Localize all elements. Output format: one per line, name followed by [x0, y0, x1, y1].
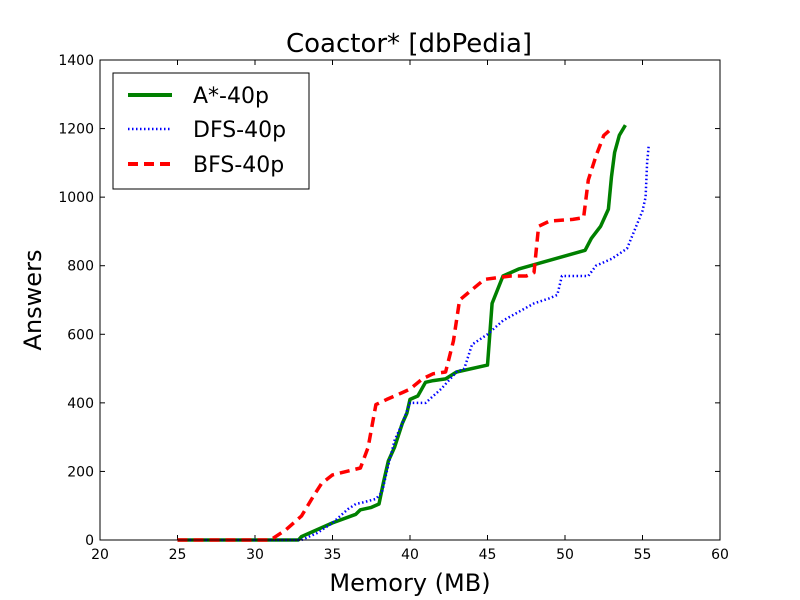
legend-box: [112, 72, 310, 190]
y-tick-label: 1200: [58, 122, 94, 138]
x-tick-label: 30: [246, 547, 264, 563]
series-line-dfs-40p: [177, 145, 650, 542]
y-tick-label: 1400: [58, 53, 94, 69]
legend-label-astar: A*-40p: [193, 84, 269, 109]
tick-layer: 20 25 30 35 40 45 50 55 600200400600800100012001…: [58, 53, 729, 563]
y-tick-label: 800: [67, 259, 94, 275]
legend: A*-40p DFS-40p BFS-40p: [112, 72, 310, 190]
x-tick-label: 50: [556, 547, 574, 563]
x-tick-label: 35: [324, 547, 342, 563]
x-tick-label: 25: [169, 547, 187, 563]
plot-frame: [99, 59, 721, 541]
x-tick-label: 55: [634, 547, 652, 563]
y-tick-label: 1000: [58, 190, 94, 206]
y-tick-label: 200: [67, 464, 94, 480]
series-layer: [177, 124, 650, 542]
y-tick-label: 600: [67, 327, 94, 343]
series-line-bfs-40p: [177, 127, 613, 542]
y-tick-label: 400: [67, 396, 94, 412]
series-line-a-40p: [177, 124, 627, 542]
chart-title: Coactor* [dbPedia]: [286, 29, 532, 59]
legend-label-bfs: BFS-40p: [193, 153, 284, 178]
x-tick-label: 40: [401, 547, 419, 563]
x-tick-label: 45: [479, 547, 497, 563]
x-tick-label: 60: [711, 547, 729, 563]
legend-label-dfs: DFS-40p: [193, 118, 286, 143]
y-tick-label: 0: [85, 533, 94, 549]
y-axis-title: Answers: [19, 250, 47, 351]
x-tick-label: 20: [91, 547, 109, 563]
x-axis-title: Memory (MB): [329, 569, 490, 597]
